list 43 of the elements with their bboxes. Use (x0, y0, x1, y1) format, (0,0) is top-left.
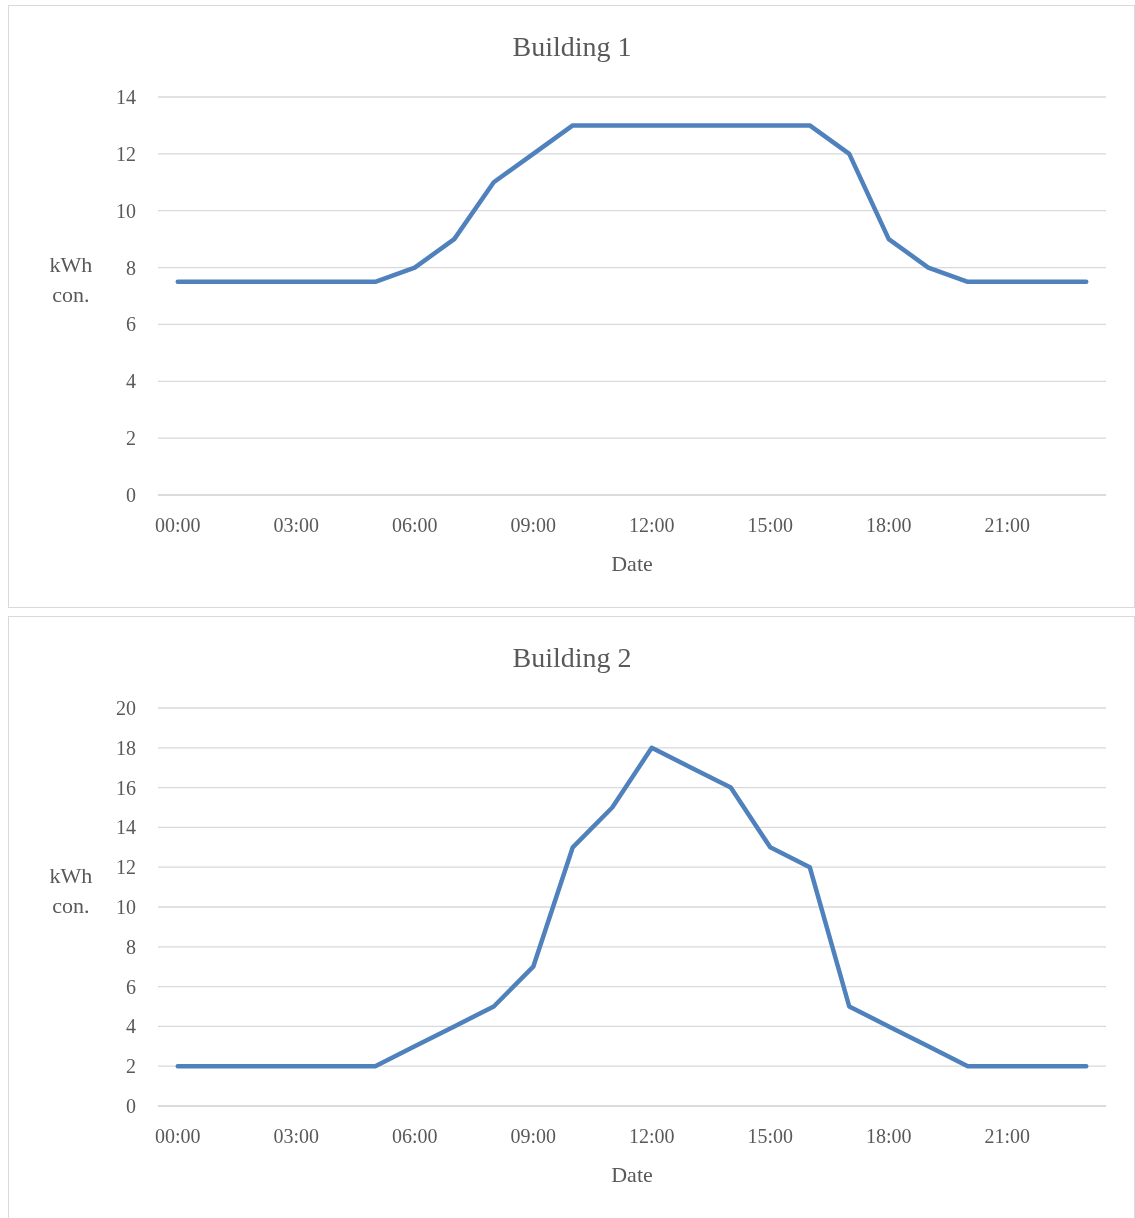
y-tick-label: 14 (116, 816, 136, 839)
x-tick-label: 15:00 (747, 514, 794, 536)
x-tick-label: 21:00 (984, 514, 1031, 536)
y-tick-label: 2 (126, 1055, 136, 1078)
x-axis-title: Date (611, 551, 653, 576)
x-tick-label: 03:00 (273, 514, 320, 536)
y-axis-title: kWh con. (49, 252, 93, 307)
x-tick-label: 15:00 (747, 1125, 794, 1147)
x-tick-label: 03:00 (273, 1125, 320, 1147)
y-tick-label: 6 (126, 975, 136, 998)
y-tick-label: 8 (126, 256, 136, 279)
y-tick-label: 14 (116, 86, 136, 108)
y-tick-label: 20 (116, 697, 136, 719)
x-tick-label: 09:00 (510, 514, 557, 536)
x-tick-label: 06:00 (391, 514, 438, 536)
x-tick-label: 12:00 (628, 514, 675, 536)
x-tick-label: 00:00 (154, 1125, 201, 1147)
y-tick-label: 8 (126, 935, 136, 958)
chart-title: Building 2 (512, 642, 632, 673)
x-tick-label: 12:00 (628, 1125, 675, 1147)
x-tick-label: 00:00 (154, 514, 201, 536)
y-tick-label: 2 (126, 427, 136, 450)
y-tick-label: 0 (126, 484, 136, 506)
line-series (175, 745, 1089, 1069)
y-tick-label: 4 (126, 370, 136, 393)
y-tick-label: 18 (116, 736, 136, 759)
y-tick-label: 12 (116, 856, 136, 879)
y-tick-label: 10 (116, 199, 136, 222)
x-tick-label: 09:00 (510, 1125, 557, 1147)
y-tick-label: 6 (126, 313, 136, 336)
x-tick-label: 21:00 (984, 1125, 1031, 1147)
y-tick-label: 16 (116, 776, 136, 799)
x-tick-label: 06:00 (391, 1125, 438, 1147)
x-axis-title: Date (611, 1162, 653, 1187)
chart-title: Building 1 (512, 31, 632, 62)
y-tick-label: 0 (126, 1095, 136, 1117)
x-tick-label: 18:00 (865, 514, 912, 536)
y-axis-title: kWh con. (49, 863, 93, 918)
y-tick-label: 4 (126, 1015, 136, 1038)
y-tick-label: 12 (116, 142, 136, 165)
x-tick-label: 18:00 (865, 1125, 912, 1147)
y-tick-label: 10 (116, 896, 136, 918)
line-series (175, 123, 1089, 285)
